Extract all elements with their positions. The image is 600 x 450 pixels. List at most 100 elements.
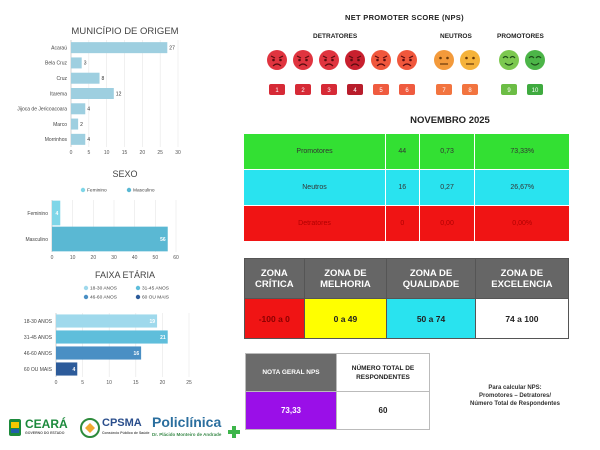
- promotores-label: PROMOTORES: [497, 33, 544, 40]
- x-tick-label: 60: [173, 255, 179, 261]
- zone-range: 0 a 49: [303, 298, 388, 339]
- x-tick-label: 40: [132, 255, 138, 261]
- x-tick-label: 5: [81, 380, 84, 386]
- neutros-label: NEUTROS: [440, 33, 472, 40]
- score-label: 6: [405, 88, 409, 94]
- x-tick-label: 30: [111, 255, 117, 261]
- data-label: 2: [80, 122, 83, 128]
- score-box-3: [321, 84, 337, 95]
- chart-title-faixa-etaria: FAIXA ETÁRIA: [94, 270, 156, 280]
- x-tick-label: 50: [153, 255, 159, 261]
- score-label: 8: [468, 88, 472, 94]
- score-box-5: [373, 84, 389, 95]
- bar-feminino: [52, 200, 61, 226]
- row-label: Detratores: [242, 205, 387, 242]
- row-count: 0: [385, 205, 420, 242]
- row-ratio: 0,27: [418, 169, 476, 206]
- score-face-10-icon: [525, 50, 545, 70]
- row-percent: 73,33%: [474, 133, 570, 170]
- score-face-6-icon: [397, 50, 417, 70]
- nps-title: NET PROMOTER SCORE (NPS): [345, 13, 464, 22]
- logo-cpsma: CPSMA Consórcio Público de Saúde: [80, 416, 152, 444]
- score-box-9: [501, 84, 517, 95]
- category-label: 31-45 ANOS: [24, 335, 53, 341]
- category-label: 60 OU MAIS: [24, 367, 53, 373]
- logo-policlinica: Policlínica Dr. Plácido Monteiro de Andr…: [152, 414, 242, 444]
- data-label: 19: [150, 319, 156, 325]
- score-face-4-icon: [345, 50, 365, 70]
- chart-municipio: 0 5 10 15 20 25 30 Acaraú 27 Bela Cruz 3 Cruz 8 Itare…: [17, 40, 181, 156]
- x-tick-label: 25: [186, 380, 192, 386]
- x-tick-label: 0: [70, 150, 73, 156]
- data-label: 4: [72, 367, 75, 373]
- category-label: Bela Cruz: [45, 61, 67, 67]
- bar-18-30-anos: [56, 314, 158, 328]
- bar-60-ou-mais: [56, 362, 78, 376]
- ceara-logo-text: CEARÁ: [25, 417, 68, 431]
- category-label: 46-60 ANOS: [24, 351, 53, 357]
- x-tick-label: 10: [106, 380, 112, 386]
- summary-table: Promotores 44 0,73 73,33% Neutros 16 0,27 26,67…: [242, 133, 570, 242]
- bar-itarema: [71, 87, 114, 100]
- x-tick-label: 15: [122, 150, 128, 156]
- x-tick-label: 10: [104, 150, 110, 156]
- zone-title: ZONA DE MELHORIA: [303, 258, 388, 299]
- zone-range: -100 a 0: [244, 298, 305, 339]
- score-label: 2: [301, 88, 305, 94]
- zone-table: ZONA CRÍTICA ZONA DE MELHORIA ZONA DE QUAL…: [244, 258, 570, 339]
- score-label: 9: [507, 88, 511, 94]
- data-label: 27: [169, 45, 175, 51]
- row-label: Promotores: [242, 133, 387, 170]
- score-box-7: [436, 84, 452, 95]
- score-box-1: [269, 84, 285, 95]
- score-face-1-icon: [267, 50, 287, 70]
- plus-cross-icon: [228, 426, 240, 438]
- bar-31-45-anos: [56, 330, 168, 344]
- legend-label: 31-45 ANOS: [142, 286, 169, 292]
- score-label: 7: [442, 88, 446, 94]
- legend-marker: [83, 294, 89, 300]
- zone-title: ZONA CRÍTICA: [244, 258, 305, 299]
- score-box-8: [462, 84, 478, 95]
- summary-row-promotores: Promotores 44 0,73 73,33%: [242, 133, 570, 170]
- chart-title-municipio: MUNICÍPIO DE ORIGEM: [71, 26, 179, 37]
- bar-jijoca-de-jericoacoara: [71, 103, 86, 115]
- nota-geral-value: 73,33: [245, 391, 337, 430]
- legend-label: Feminino: [87, 188, 107, 194]
- cpsma-logo-text: CPSMA: [102, 417, 142, 429]
- nps-faces: 1 2 3 4 5 6 7 8 9 10: [267, 50, 545, 95]
- score-label: 5: [379, 88, 383, 94]
- ceara-logo-subtext: GOVERNO DO ESTADO: [25, 431, 65, 435]
- x-tick-label: 0: [55, 380, 58, 386]
- ceara-emblem-icon: [9, 419, 21, 436]
- row-label: Neutros: [242, 169, 387, 206]
- bar-cruz: [71, 72, 100, 84]
- zone-range: 74 a 100: [474, 298, 570, 339]
- legend-marker: [135, 285, 141, 291]
- zone-range: 50 a 74: [386, 298, 476, 339]
- x-tick-label: 0: [51, 255, 54, 261]
- nota-geral-table: NOTA GERAL NPS NÚMERO TOTAL DE RESPONDEN…: [245, 353, 430, 430]
- x-tick-label: 20: [140, 150, 146, 156]
- nota-geral-label: NOTA GERAL NPS: [245, 353, 337, 392]
- bar-46-60-anos: [56, 346, 142, 360]
- legend-marker: [126, 187, 132, 193]
- data-label: 12: [116, 91, 122, 97]
- score-box-10: [527, 84, 543, 95]
- row-count: 16: [385, 169, 420, 206]
- bar-acara-: [71, 42, 168, 54]
- bar-bela-cruz: [71, 57, 82, 69]
- x-tick-label: 30: [175, 150, 181, 156]
- formula-line-1: Para calcular NPS:: [488, 385, 542, 391]
- data-label: 56: [160, 237, 166, 243]
- legend-label: 46-60 ANOS: [90, 295, 117, 301]
- legend-marker: [83, 285, 89, 291]
- score-face-9-icon: [499, 50, 519, 70]
- row-ratio: 0,73: [418, 133, 476, 170]
- x-tick-label: 10: [70, 255, 76, 261]
- data-label: 4: [87, 107, 90, 113]
- formula-line-2: Promotores – Detratores/: [478, 393, 552, 399]
- x-tick-label: 5: [87, 150, 90, 156]
- category-label: 18-30 ANOS: [24, 319, 53, 325]
- score-face-5-icon: [371, 50, 391, 70]
